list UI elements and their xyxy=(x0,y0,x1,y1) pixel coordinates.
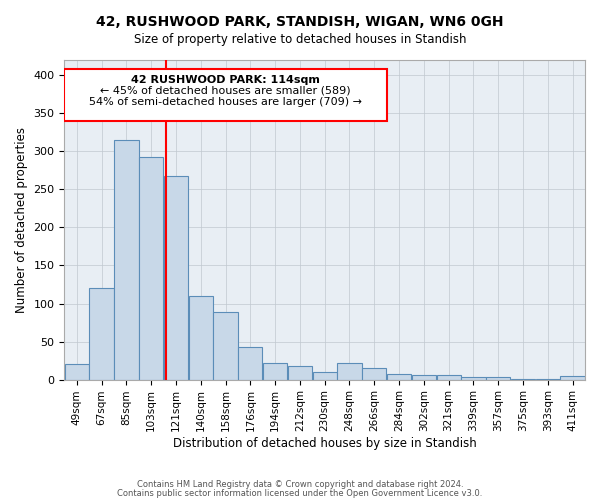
Text: 42, RUSHWOOD PARK, STANDISH, WIGAN, WN6 0GH: 42, RUSHWOOD PARK, STANDISH, WIGAN, WN6 … xyxy=(96,15,504,29)
Text: ← 45% of detached houses are smaller (589): ← 45% of detached houses are smaller (58… xyxy=(100,86,351,96)
Text: Contains public sector information licensed under the Open Government Licence v3: Contains public sector information licen… xyxy=(118,488,482,498)
Bar xyxy=(164,176,188,380)
Text: Contains HM Land Registry data © Crown copyright and database right 2024.: Contains HM Land Registry data © Crown c… xyxy=(137,480,463,489)
Bar xyxy=(65,364,89,380)
Bar xyxy=(288,366,312,380)
Bar xyxy=(114,140,139,380)
Bar xyxy=(214,312,238,380)
Text: 42 RUSHWOOD PARK: 114sqm: 42 RUSHWOOD PARK: 114sqm xyxy=(131,75,320,85)
Text: 54% of semi-detached houses are larger (709) →: 54% of semi-detached houses are larger (… xyxy=(89,96,362,106)
FancyBboxPatch shape xyxy=(64,69,386,121)
Bar xyxy=(461,376,485,380)
Bar xyxy=(362,368,386,380)
Bar xyxy=(486,378,511,380)
Bar xyxy=(263,363,287,380)
Bar xyxy=(511,379,535,380)
Y-axis label: Number of detached properties: Number of detached properties xyxy=(15,127,28,313)
Bar xyxy=(337,363,362,380)
Bar xyxy=(313,372,337,380)
Bar xyxy=(437,375,461,380)
Bar xyxy=(560,376,585,380)
Bar xyxy=(412,375,436,380)
Bar xyxy=(139,156,163,380)
Bar xyxy=(387,374,411,380)
Bar xyxy=(188,296,213,380)
X-axis label: Distribution of detached houses by size in Standish: Distribution of detached houses by size … xyxy=(173,437,476,450)
Text: Size of property relative to detached houses in Standish: Size of property relative to detached ho… xyxy=(134,32,466,46)
Bar xyxy=(536,379,560,380)
Bar xyxy=(238,347,262,380)
Bar xyxy=(89,288,114,380)
